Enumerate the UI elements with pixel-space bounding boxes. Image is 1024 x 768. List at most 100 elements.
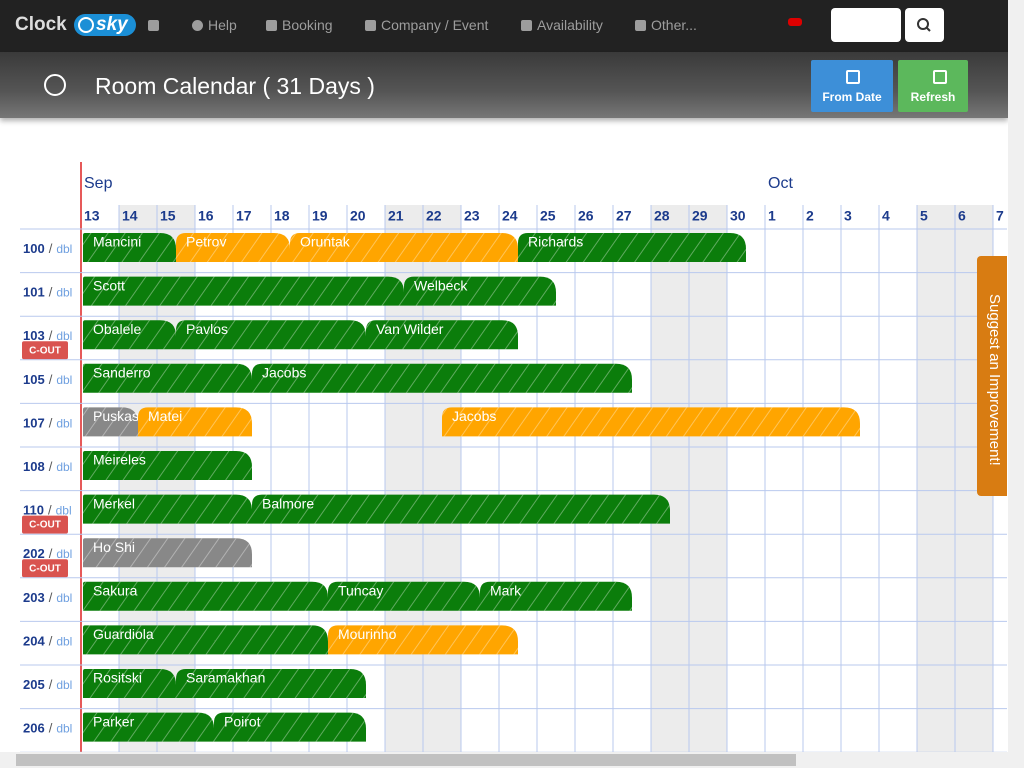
day-label: 21 (388, 208, 404, 224)
checkout-badge-text: C-OUT (29, 520, 61, 531)
month-label: Sep (84, 175, 113, 192)
from-date-button[interactable]: From Date (811, 60, 893, 112)
booking-guest: Jacobs (262, 365, 306, 381)
nav-item[interactable]: Other... (635, 17, 697, 33)
day-label: 18 (274, 208, 290, 224)
booking-texture (83, 581, 328, 611)
h-scrollbar[interactable] (0, 752, 1008, 768)
day-label: 22 (426, 208, 442, 224)
suggest-tab[interactable]: Suggest an Improvement! (977, 256, 1007, 496)
room-label: 100 /dbl (23, 241, 72, 256)
room-number: 203 (23, 590, 45, 605)
room-sep: / (49, 372, 53, 387)
room-type: dbl (56, 504, 72, 518)
booking-texture (176, 320, 366, 350)
room-type: dbl (56, 722, 72, 736)
booking-texture (290, 233, 518, 262)
room-label: 203 /dbl (23, 590, 72, 605)
room-type: dbl (56, 460, 72, 474)
brand[interactable]: Clock sky (15, 14, 136, 36)
booking-texture (252, 363, 632, 393)
v-scrollbar[interactable] (1008, 0, 1024, 768)
booking-guest: Jacobs (452, 408, 496, 424)
booking-texture (83, 538, 252, 568)
room-label: 204 /dbl (23, 634, 72, 649)
day-label: 6 (958, 208, 966, 224)
booking-texture (83, 363, 252, 393)
key-icon[interactable] (788, 18, 802, 26)
booking-guest: Sakura (93, 583, 138, 599)
room-number: 110 (23, 503, 44, 518)
room-number: 100 (23, 241, 45, 256)
day-label: 27 (616, 208, 632, 224)
booking-guest: Mancini (93, 234, 141, 250)
brand-text: Clock (15, 14, 67, 35)
day-label: 1 (768, 208, 776, 224)
checkout-badge (22, 341, 68, 360)
booking-guest: Balmore (262, 495, 314, 511)
booking-guest: Tuncay (338, 583, 383, 599)
booking-texture (328, 581, 480, 611)
room-sep: / (49, 416, 53, 431)
room-type: dbl (56, 373, 72, 387)
room-number: 101 (23, 285, 45, 300)
room-label: 110 / dbl (23, 503, 72, 518)
day-label: 19 (312, 208, 328, 224)
booking-texture (83, 407, 138, 437)
checkout-badge-text: C-OUT (29, 345, 61, 356)
booking-guest: Matei (148, 408, 182, 424)
room-sep: / (49, 677, 53, 692)
room-number: 108 (23, 459, 45, 474)
room-label: 108 /dbl (23, 459, 72, 474)
search-button[interactable] (905, 8, 944, 42)
booking-texture (83, 494, 252, 524)
checkout-badge (22, 559, 68, 578)
room-number: 105 (23, 372, 45, 387)
room-sep: / (49, 634, 53, 649)
day-label: 5 (920, 208, 928, 224)
booking-guest: Oruntak (300, 234, 351, 250)
back-button[interactable] (44, 74, 66, 96)
nav-item[interactable]: Availability (521, 17, 603, 33)
day-label: 26 (578, 208, 594, 224)
booking-guest: Meireles (93, 452, 146, 468)
day-label: 13 (84, 208, 100, 224)
booking-texture (328, 625, 518, 655)
day-label: 7 (996, 208, 1004, 224)
booking-guest: Saramakhan (186, 670, 265, 686)
navbar: Clock sky Help Booking Company / Event A… (0, 0, 1024, 52)
day-label: 2 (806, 208, 814, 224)
booking-guest: Mark (490, 583, 522, 599)
room-type: dbl (56, 329, 72, 343)
booking-guest: Pavlos (186, 321, 228, 337)
room-label: 103 /dbl (23, 329, 72, 344)
room-number: 206 (23, 721, 45, 736)
room-sep: / (49, 329, 53, 344)
search-input[interactable] (831, 8, 901, 42)
booking-texture (83, 233, 176, 262)
nav-item[interactable]: Help (192, 17, 237, 33)
home[interactable] (148, 17, 164, 33)
room-type: dbl (56, 547, 72, 561)
room-number: 204 (23, 634, 45, 649)
refresh-button[interactable]: Refresh (898, 60, 968, 112)
booking-guest: Scott (93, 277, 125, 293)
room-type: dbl (56, 635, 72, 649)
month-label: Oct (768, 175, 793, 192)
booking-guest: Ho Shi (93, 539, 135, 555)
nav-item[interactable]: Company / Event (365, 17, 488, 33)
booking-guest: Puskas (93, 408, 139, 424)
booking-texture (176, 669, 366, 698)
brand-badge: sky (74, 14, 136, 36)
day-label: 3 (844, 208, 852, 224)
day-label: 30 (730, 208, 746, 224)
booking-texture (83, 320, 176, 350)
booking-texture (83, 669, 176, 698)
day-label: 25 (540, 208, 556, 224)
nav-item[interactable]: Booking (266, 17, 333, 33)
room-label: 107 /dbl (23, 416, 72, 431)
booking-texture (404, 276, 556, 306)
checkout-badge-text: C-OUT (29, 563, 61, 574)
day-label: 29 (692, 208, 708, 224)
weekend-column (651, 205, 689, 752)
